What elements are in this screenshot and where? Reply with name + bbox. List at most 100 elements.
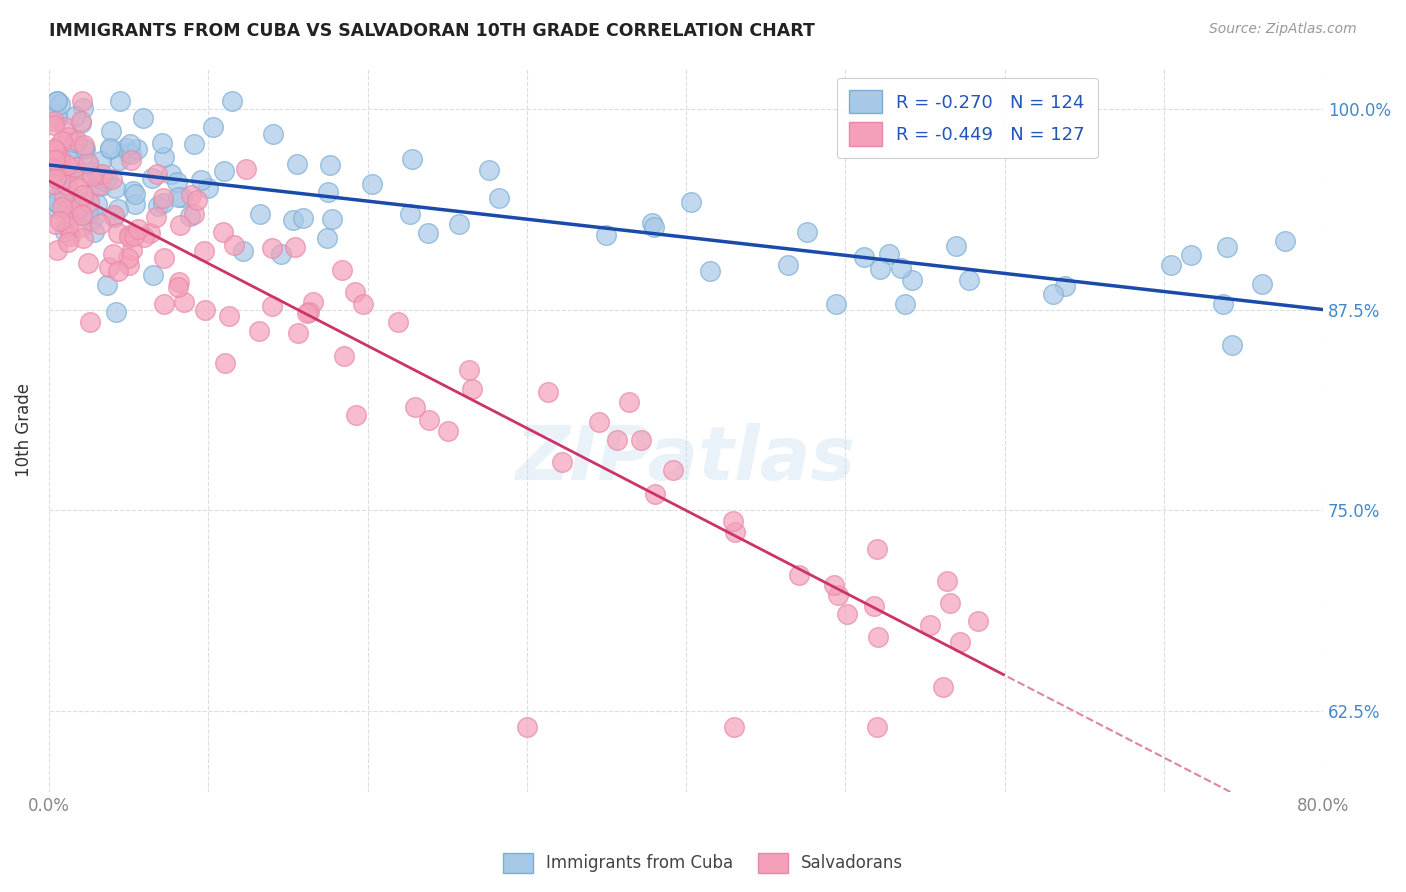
Point [101, 172, 124, 186]
Point [197, 181, 219, 195]
Point [76, 156, 98, 170]
Point [46, 195, 69, 210]
Point [51, 134, 73, 148]
Point [63, 135, 86, 149]
Point [418, 413, 440, 427]
Point [118, 258, 141, 272]
Point [62, 208, 84, 222]
Point [232, 244, 254, 258]
Point [76, 256, 98, 270]
Point [1160, 258, 1182, 272]
Point [51, 200, 73, 214]
Point [333, 349, 356, 363]
Point [107, 264, 129, 278]
Point [59, 149, 82, 163]
Point [281, 213, 304, 227]
Point [87, 178, 110, 193]
Point [118, 228, 141, 243]
Point [83, 225, 105, 239]
Point [91, 167, 114, 181]
Point [778, 259, 800, 273]
Point [173, 295, 195, 310]
Point [117, 251, 139, 265]
Point [643, 219, 665, 234]
Point [361, 177, 384, 191]
Point [53, 120, 76, 134]
Point [120, 153, 142, 168]
Point [45, 189, 67, 203]
Point [45, 112, 67, 127]
Point [46, 155, 69, 169]
Point [105, 305, 128, 319]
Point [194, 303, 217, 318]
Point [262, 128, 284, 142]
Point [44, 167, 66, 181]
Point [72, 231, 94, 245]
Point [316, 231, 339, 245]
Point [69, 220, 91, 235]
Point [83, 211, 105, 225]
Point [58, 168, 80, 182]
Point [103, 247, 125, 261]
Point [153, 252, 176, 266]
Point [588, 415, 610, 429]
Point [49, 97, 72, 112]
Point [894, 297, 917, 311]
Point [190, 173, 212, 187]
Point [401, 152, 423, 166]
Point [124, 229, 146, 244]
Point [721, 514, 744, 528]
Point [967, 614, 990, 628]
Point [96, 171, 118, 186]
Point [957, 273, 980, 287]
Point [825, 297, 848, 311]
Point [1180, 248, 1202, 262]
Point [79, 315, 101, 329]
Point [56, 130, 79, 145]
Point [63, 160, 86, 174]
Point [630, 434, 652, 448]
Point [70, 208, 93, 222]
Point [107, 226, 129, 240]
Point [117, 146, 139, 161]
Point [167, 280, 190, 294]
Point [67, 174, 90, 188]
Point [437, 424, 460, 438]
Point [262, 299, 284, 313]
Point [45, 168, 67, 182]
Point [146, 167, 169, 181]
Point [49, 151, 72, 165]
Point [96, 277, 118, 292]
Point [866, 542, 889, 557]
Point [284, 240, 307, 254]
Point [202, 120, 225, 134]
Point [139, 226, 162, 240]
Point [457, 362, 479, 376]
Point [79, 214, 101, 228]
Point [193, 244, 215, 258]
Point [44, 217, 66, 231]
Point [152, 195, 174, 210]
Point [488, 191, 510, 205]
Point [72, 101, 94, 115]
Point [221, 94, 243, 108]
Point [662, 463, 685, 477]
Point [93, 174, 115, 188]
Point [90, 154, 112, 169]
Point [823, 577, 845, 591]
Point [44, 153, 66, 167]
Point [1220, 337, 1243, 351]
Point [46, 139, 69, 153]
Point [115, 141, 138, 155]
Point [387, 315, 409, 329]
Point [641, 216, 664, 230]
Point [145, 211, 167, 225]
Point [86, 197, 108, 211]
Point [398, 207, 420, 221]
Point [45, 201, 67, 215]
Point [45, 195, 67, 210]
Point [77, 159, 100, 173]
Point [46, 169, 69, 184]
Point [97, 260, 120, 274]
Point [679, 195, 702, 210]
